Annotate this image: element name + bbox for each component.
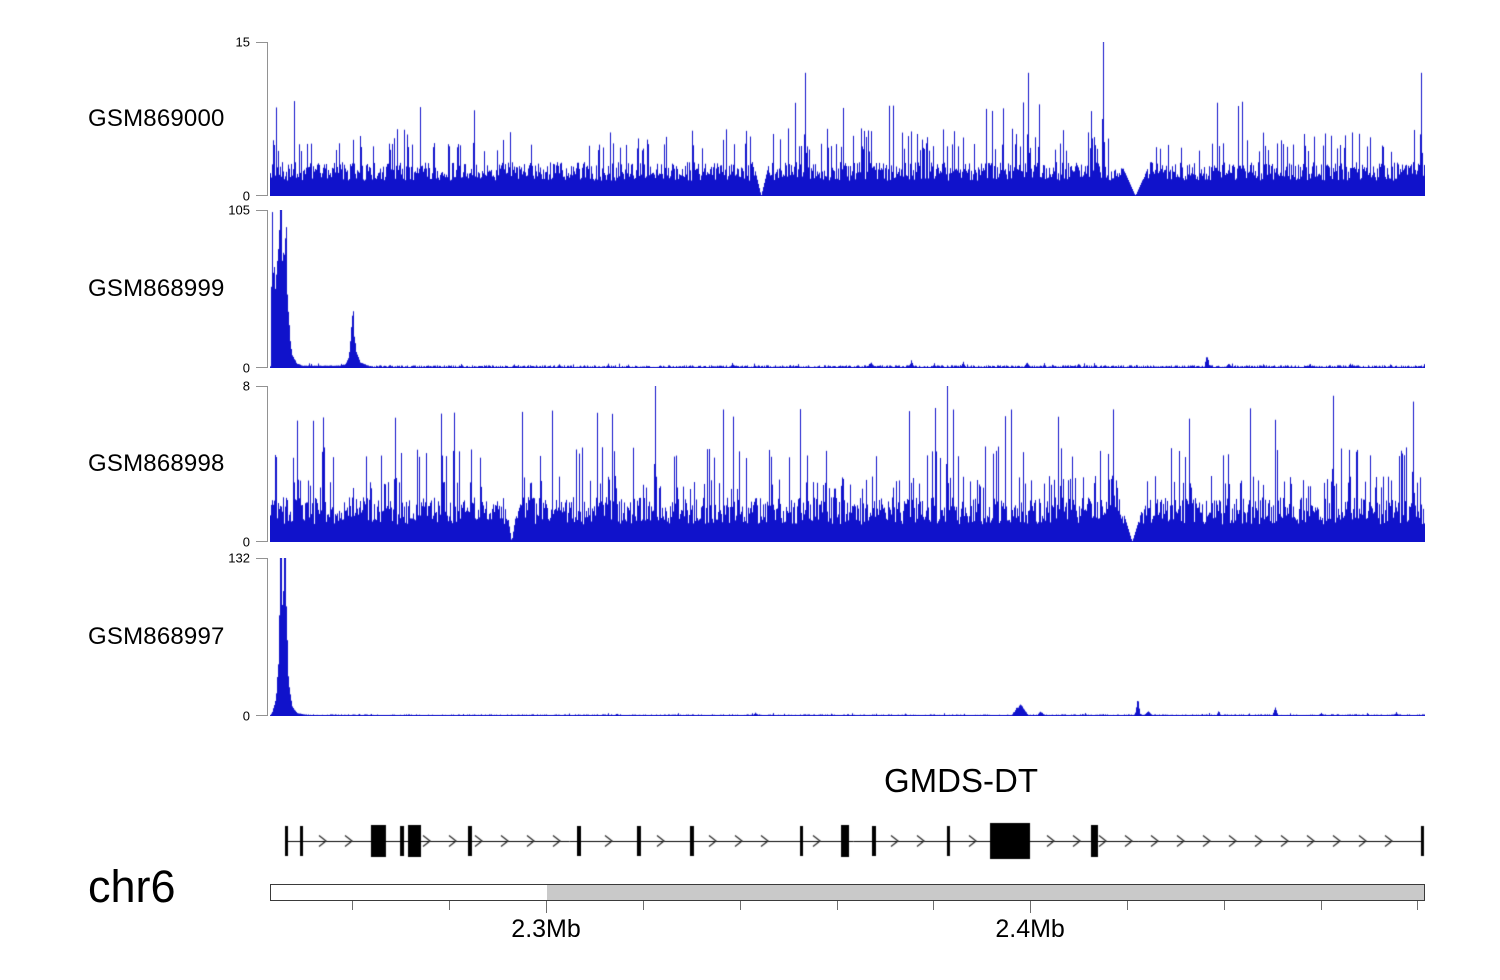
y-max-label: 15 [235,34,250,50]
y-zero-label: 0 [242,188,250,204]
y-zero-label: 0 [242,708,250,724]
ruler-tick [449,901,450,910]
y-axis-bracket [256,210,268,368]
y-axis-bracket [256,386,268,542]
ruler-tick [1127,901,1128,910]
y-axis-bracket [256,42,268,196]
track-label: GSM869000 [88,105,225,132]
y-max-label: 105 [228,202,250,218]
ruler-ticks [270,901,1425,915]
coverage-signal-canvas [270,210,1425,368]
ideogram-bar [270,884,1425,901]
ruler-tick [1030,901,1031,913]
track-label: GSM868998 [88,450,225,477]
track-label: GSM868997 [88,623,225,650]
ruler-tick [933,901,934,910]
y-max-label: 8 [242,378,250,394]
ruler-tick [352,901,353,910]
y-axis-bracket [256,558,268,716]
ideogram-gray-segment [547,885,1424,900]
ruler-tick [1417,901,1418,910]
y-zero-label: 0 [242,360,250,376]
ruler-tick [1224,901,1225,910]
track-label: GSM868999 [88,275,225,302]
coverage-signal-canvas [270,386,1425,542]
ruler-label-2-3mb: 2.3Mb [511,915,581,943]
ruler-tick [740,901,741,910]
chromosome-label: chr6 [88,861,176,912]
ruler-tick [643,901,644,910]
ruler-tick [837,901,838,910]
y-max-label: 132 [228,550,250,566]
ruler-label-2-4mb: 2.4Mb [995,915,1065,943]
ruler-tick [1321,901,1322,910]
coverage-signal-canvas [270,558,1425,716]
y-zero-label: 0 [242,534,250,550]
ruler-tick [546,901,547,913]
gene-name-label: GMDS-DT [884,762,1038,799]
coverage-signal-canvas [270,42,1425,196]
gene-model-canvas [270,802,1430,882]
